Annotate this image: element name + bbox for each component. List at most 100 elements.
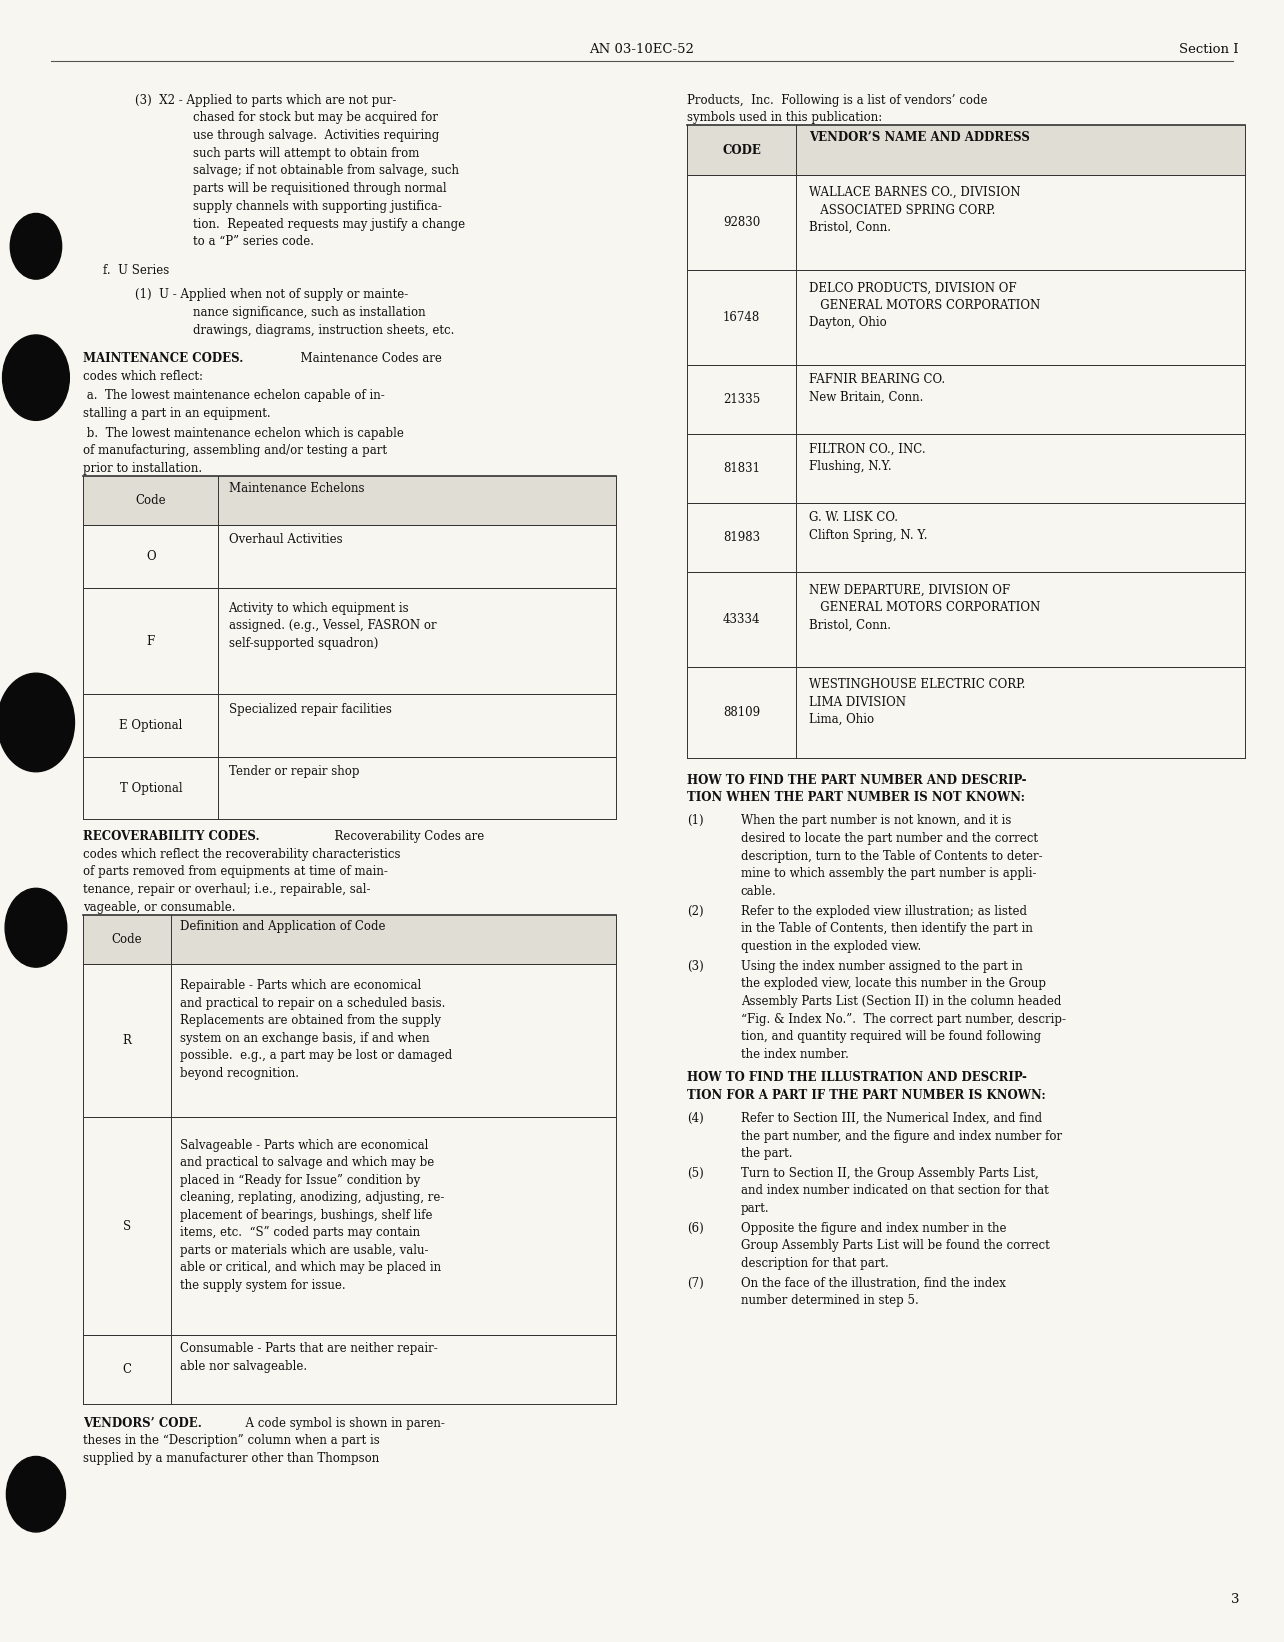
Text: T Optional: T Optional — [119, 782, 182, 795]
Text: 16748: 16748 — [723, 310, 760, 323]
Text: use through salvage.  Activities requiring: use through salvage. Activities requirin… — [193, 130, 439, 141]
Text: Salvageable - Parts which are economical
and practical to salvage and which may : Salvageable - Parts which are economical… — [180, 1138, 444, 1292]
Bar — [83, 1335, 616, 1404]
Text: Refer to Section III, the Numerical Index, and find: Refer to Section III, the Numerical Inde… — [741, 1112, 1043, 1125]
Text: (1)  U - Applied when not of supply or mainte-: (1) U - Applied when not of supply or ma… — [135, 289, 408, 302]
Bar — [83, 695, 616, 757]
Text: 21335: 21335 — [723, 392, 760, 406]
Bar — [687, 125, 1245, 174]
Circle shape — [6, 1456, 65, 1532]
Circle shape — [5, 888, 67, 967]
Text: Group Assembly Parts List will be found the correct: Group Assembly Parts List will be found … — [741, 1240, 1049, 1253]
Text: Specialized repair facilities: Specialized repair facilities — [229, 703, 392, 716]
Bar — [687, 433, 1245, 502]
Bar — [83, 476, 616, 525]
Text: MAINTENANCE CODES.: MAINTENANCE CODES. — [83, 351, 244, 365]
Bar — [83, 964, 616, 1117]
Text: 3: 3 — [1230, 1593, 1239, 1606]
Text: AN 03-10EC-52: AN 03-10EC-52 — [589, 43, 695, 56]
Text: Code: Code — [112, 933, 143, 946]
Text: desired to locate the part number and the correct: desired to locate the part number and th… — [741, 832, 1037, 846]
Text: “Fig. & Index No.”.  The correct part number, descrip-: “Fig. & Index No.”. The correct part num… — [741, 1013, 1066, 1026]
Text: description, turn to the Table of Contents to deter-: description, turn to the Table of Conten… — [741, 849, 1043, 862]
Circle shape — [10, 213, 62, 279]
Bar — [687, 365, 1245, 433]
Text: (7): (7) — [687, 1276, 704, 1289]
Text: tenance, repair or overhaul; i.e., repairable, sal-: tenance, repair or overhaul; i.e., repai… — [83, 883, 371, 897]
Text: f.  U Series: f. U Series — [103, 264, 169, 276]
Bar — [687, 571, 1245, 667]
Text: O: O — [146, 550, 155, 563]
Text: HOW TO FIND THE PART NUMBER AND DESCRIP-: HOW TO FIND THE PART NUMBER AND DESCRIP- — [687, 773, 1026, 787]
Text: HOW TO FIND THE ILLUSTRATION AND DESCRIP-: HOW TO FIND THE ILLUSTRATION AND DESCRIP… — [687, 1071, 1027, 1084]
Text: A code symbol is shown in paren-: A code symbol is shown in paren- — [238, 1417, 444, 1430]
Text: Opposite the figure and index number in the: Opposite the figure and index number in … — [741, 1222, 1007, 1235]
Text: tion.  Repeated requests may justify a change: tion. Repeated requests may justify a ch… — [193, 217, 465, 230]
Text: Assembly Parts List (Section II) in the column headed: Assembly Parts List (Section II) in the … — [741, 995, 1062, 1008]
Text: symbols used in this publication:: symbols used in this publication: — [687, 112, 882, 125]
Text: of manufacturing, assembling and/or testing a part: of manufacturing, assembling and/or test… — [83, 445, 388, 456]
Bar — [687, 174, 1245, 269]
Text: codes which reflect:: codes which reflect: — [83, 369, 203, 383]
Text: mine to which assembly the part number is appli-: mine to which assembly the part number i… — [741, 867, 1036, 880]
Text: in the Table of Contents, then identify the part in: in the Table of Contents, then identify … — [741, 923, 1032, 936]
Text: Using the index number assigned to the part in: Using the index number assigned to the p… — [741, 959, 1022, 972]
Bar — [687, 667, 1245, 757]
Text: stalling a part in an equipment.: stalling a part in an equipment. — [83, 407, 271, 420]
Bar — [83, 915, 616, 964]
Circle shape — [0, 673, 74, 772]
Text: (3): (3) — [687, 959, 704, 972]
Text: Section I: Section I — [1180, 43, 1239, 56]
Text: a.  The lowest maintenance echelon capable of in-: a. The lowest maintenance echelon capabl… — [83, 389, 385, 402]
Text: NEW DEPARTURE, DIVISION OF
   GENERAL MOTORS CORPORATION
Bristol, Conn.: NEW DEPARTURE, DIVISION OF GENERAL MOTOR… — [809, 583, 1040, 632]
Circle shape — [3, 335, 69, 420]
Text: (1): (1) — [687, 814, 704, 828]
Text: of parts removed from equipments at time of main-: of parts removed from equipments at time… — [83, 865, 388, 878]
Text: 92830: 92830 — [723, 215, 760, 228]
Text: b.  The lowest maintenance echelon which is capable: b. The lowest maintenance echelon which … — [83, 427, 404, 440]
Text: chased for stock but may be acquired for: chased for stock but may be acquired for — [193, 112, 438, 125]
Text: (6): (6) — [687, 1222, 704, 1235]
Text: C: C — [122, 1363, 132, 1376]
Text: salvage; if not obtainable from salvage, such: salvage; if not obtainable from salvage,… — [193, 164, 458, 177]
Text: cable.: cable. — [741, 885, 777, 898]
Text: tion, and quantity required will be found following: tion, and quantity required will be foun… — [741, 1030, 1041, 1043]
Text: supplied by a manufacturer other than Thompson: supplied by a manufacturer other than Th… — [83, 1452, 380, 1465]
Text: Definition and Application of Code: Definition and Application of Code — [180, 920, 385, 933]
Text: FILTRON CO., INC.
Flushing, N.Y.: FILTRON CO., INC. Flushing, N.Y. — [809, 442, 926, 473]
Text: Recoverability Codes are: Recoverability Codes are — [327, 829, 484, 842]
Text: drawings, diagrams, instruction sheets, etc.: drawings, diagrams, instruction sheets, … — [193, 323, 455, 337]
Text: Products,  Inc.  Following is a list of vendors’ code: Products, Inc. Following is a list of ve… — [687, 94, 987, 107]
Text: WALLACE BARNES CO., DIVISION
   ASSOCIATED SPRING CORP.
Bristol, Conn.: WALLACE BARNES CO., DIVISION ASSOCIATED … — [809, 186, 1021, 235]
Text: parts will be requisitioned through normal: parts will be requisitioned through norm… — [193, 182, 447, 195]
Text: Turn to Section II, the Group Assembly Parts List,: Turn to Section II, the Group Assembly P… — [741, 1167, 1039, 1179]
Text: Maintenance Echelons: Maintenance Echelons — [229, 483, 365, 496]
Text: Activity to which equipment is
assigned. (e.g., Vessel, FASRON or
self-supported: Activity to which equipment is assigned.… — [229, 601, 437, 650]
Text: When the part number is not known, and it is: When the part number is not known, and i… — [741, 814, 1012, 828]
Text: Repairable - Parts which are economical
and practical to repair on a scheduled b: Repairable - Parts which are economical … — [180, 979, 452, 1080]
Text: the part.: the part. — [741, 1148, 792, 1161]
Text: VENDORS’ CODE.: VENDORS’ CODE. — [83, 1417, 203, 1430]
Text: (4): (4) — [687, 1112, 704, 1125]
Text: and index number indicated on that section for that: and index number indicated on that secti… — [741, 1184, 1049, 1197]
Text: Maintenance Codes are: Maintenance Codes are — [293, 351, 442, 365]
Text: the part number, and the figure and index number for: the part number, and the figure and inde… — [741, 1130, 1062, 1143]
Text: prior to installation.: prior to installation. — [83, 461, 203, 475]
Text: (5): (5) — [687, 1167, 704, 1179]
Text: S: S — [123, 1220, 131, 1233]
Text: nance significance, such as installation: nance significance, such as installation — [193, 305, 425, 319]
Text: such parts will attempt to obtain from: such parts will attempt to obtain from — [193, 146, 419, 159]
Text: supply channels with supporting justifica-: supply channels with supporting justific… — [193, 200, 442, 213]
Text: number determined in step 5.: number determined in step 5. — [741, 1294, 918, 1307]
Text: On the face of the illustration, find the index: On the face of the illustration, find th… — [741, 1276, 1005, 1289]
Text: the index number.: the index number. — [741, 1048, 849, 1061]
Text: part.: part. — [741, 1202, 769, 1215]
Text: DELCO PRODUCTS, DIVISION OF
   GENERAL MOTORS CORPORATION
Dayton, Ohio: DELCO PRODUCTS, DIVISION OF GENERAL MOTO… — [809, 281, 1040, 330]
Text: TION WHEN THE PART NUMBER IS NOT KNOWN:: TION WHEN THE PART NUMBER IS NOT KNOWN: — [687, 791, 1025, 805]
Text: CODE: CODE — [722, 143, 761, 156]
Bar — [83, 757, 616, 819]
Text: question in the exploded view.: question in the exploded view. — [741, 939, 921, 952]
Text: FAFNIR BEARING CO.
New Britain, Conn.: FAFNIR BEARING CO. New Britain, Conn. — [809, 373, 945, 404]
Bar — [83, 588, 616, 695]
Bar — [83, 1117, 616, 1335]
